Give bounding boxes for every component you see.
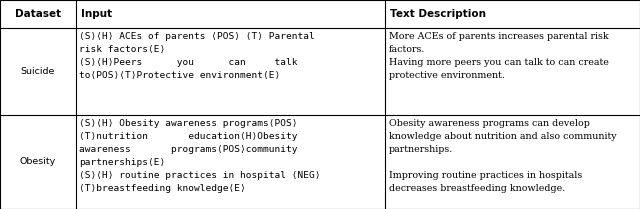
Text: ⟨T⟩breastfeeding knowledge⟨E⟩: ⟨T⟩breastfeeding knowledge⟨E⟩ xyxy=(79,184,246,192)
Text: Improving routine practices in hospitals: Improving routine practices in hospitals xyxy=(389,171,582,180)
Text: Dataset: Dataset xyxy=(15,9,61,19)
Text: ⟨S⟩⟨H⟩ routine practices in hospital ⟨NEG⟩: ⟨S⟩⟨H⟩ routine practices in hospital ⟨NE… xyxy=(79,171,321,180)
Text: Suicide: Suicide xyxy=(20,67,55,76)
Text: decreases breastfeeding knowledge.: decreases breastfeeding knowledge. xyxy=(389,184,565,192)
Text: More ACEs of parents increases parental risk: More ACEs of parents increases parental … xyxy=(389,32,609,41)
Text: Having more peers you can talk to can create: Having more peers you can talk to can cr… xyxy=(389,58,609,67)
Text: partnerships⟨E⟩: partnerships⟨E⟩ xyxy=(79,158,166,167)
Text: Obesity: Obesity xyxy=(20,157,56,167)
Text: knowledge about nutrition and also community: knowledge about nutrition and also commu… xyxy=(389,132,617,141)
Text: Obesity awareness programs can develop: Obesity awareness programs can develop xyxy=(389,119,590,128)
Text: risk factors⟨E⟩: risk factors⟨E⟩ xyxy=(79,45,166,54)
Text: protective environment.: protective environment. xyxy=(389,71,505,80)
Text: ⟨S⟩⟨H⟩ ACEs of parents ⟨POS⟩ ⟨T⟩ Parental: ⟨S⟩⟨H⟩ ACEs of parents ⟨POS⟩ ⟨T⟩ Parenta… xyxy=(79,32,315,41)
Text: factors.: factors. xyxy=(389,45,426,54)
Text: Input: Input xyxy=(81,9,112,19)
Text: awareness       programs⟨POS⟩community: awareness programs⟨POS⟩community xyxy=(79,145,298,154)
Text: Text Description: Text Description xyxy=(390,9,486,19)
Text: ⟨S⟩⟨H⟩Peers      you      can     talk: ⟨S⟩⟨H⟩Peers you can talk xyxy=(79,58,298,67)
Text: ⟨T⟩nutrition       education⟨H⟩Obesity: ⟨T⟩nutrition education⟨H⟩Obesity xyxy=(79,132,298,141)
Text: partnerships.: partnerships. xyxy=(389,145,453,154)
Text: to⟨POS⟩⟨T⟩Protective environment⟨E⟩: to⟨POS⟩⟨T⟩Protective environment⟨E⟩ xyxy=(79,71,280,80)
Text: ⟨S⟩⟨H⟩ Obesity awareness programs⟨POS⟩: ⟨S⟩⟨H⟩ Obesity awareness programs⟨POS⟩ xyxy=(79,119,298,128)
